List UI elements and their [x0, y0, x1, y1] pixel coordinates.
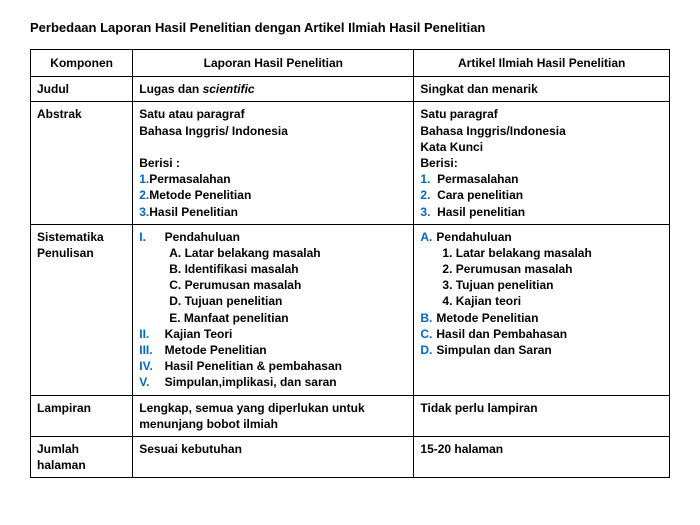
art-a1: 1. Latar belakang masalah	[420, 245, 663, 261]
cell-sistematika-artikel: A.Pendahuluan 1. Latar belakang masalah …	[414, 224, 670, 395]
cell-lampiran-laporan: Lengkap, semua yang diperlukan untuk men…	[133, 395, 414, 436]
alpha-a-text: Pendahuluan	[436, 230, 511, 244]
r4-text: Hasil Penelitian & pembahasan	[165, 359, 342, 373]
abstrak-art-l2: Bahasa Inggris/Indonesia	[420, 123, 663, 139]
abstrak-art-berisi: Berisi:	[420, 155, 663, 171]
marker-a3: 3.	[420, 205, 430, 219]
roman-5: V.	[139, 374, 161, 390]
abstrak-art-i1: Permasalahan	[437, 172, 518, 186]
header-komponen: Komponen	[31, 50, 133, 77]
r3-text: Metode Penelitian	[165, 343, 267, 357]
abstrak-art-l3: Kata Kunci	[420, 139, 663, 155]
abstrak-art-i3: Hasil penelitian	[437, 205, 525, 219]
row-abstrak: Abstrak Satu atau paragraf Bahasa Inggri…	[31, 102, 670, 224]
sub-d: D. Tujuan penelitian	[139, 293, 407, 309]
abstrak-lap-i2: Metode Penelitian	[149, 188, 251, 202]
sist-label-1: Sistematika	[37, 229, 126, 245]
alpha-d: D.	[420, 342, 436, 358]
abstrak-lap-i3: Hasil Penelitian	[149, 205, 238, 219]
cell-jumlah-laporan: Sesuai kebutuhan	[133, 436, 414, 477]
marker-3: 3.	[139, 205, 149, 219]
cell-judul-artikel: Singkat dan menarik	[414, 77, 670, 102]
cell-lampiran-label: Lampiran	[31, 395, 133, 436]
cell-sistematika-laporan: I. Pendahuluan A. Latar belakang masalah…	[133, 224, 414, 395]
abstrak-lap-l1: Satu atau paragraf	[139, 106, 407, 122]
row-sistematika: Sistematika Penulisan I. Pendahuluan A. …	[31, 224, 670, 395]
art-a2: 2. Perumusan masalah	[420, 261, 663, 277]
page-title: Perbedaan Laporan Hasil Penelitian denga…	[30, 20, 670, 35]
abstrak-lap-berisi: Berisi :	[139, 155, 407, 171]
header-artikel: Artikel Ilmiah Hasil Penelitian	[414, 50, 670, 77]
art-a4: 4. Kajian teori	[420, 293, 663, 309]
comparison-table: Komponen Laporan Hasil Penelitian Artike…	[30, 49, 670, 478]
row-lampiran: Lampiran Lengkap, semua yang diperlukan …	[31, 395, 670, 436]
sist-label-2: Penulisan	[37, 245, 126, 261]
marker-a1: 1.	[420, 172, 430, 186]
header-laporan: Laporan Hasil Penelitian	[133, 50, 414, 77]
marker-1: 1.	[139, 172, 149, 186]
roman-1: I.	[139, 229, 161, 245]
jumlah-l2: halaman	[37, 457, 126, 473]
row-jumlah: Jumlah halaman Sesuai kebutuhan 15-20 ha…	[31, 436, 670, 477]
jumlah-l1: Jumlah	[37, 441, 126, 457]
alpha-c-text: Hasil dan Pembahasan	[436, 327, 567, 341]
alpha-b-text: Metode Penelitian	[436, 311, 538, 325]
cell-abstrak-artikel: Satu paragraf Bahasa Inggris/Indonesia K…	[414, 102, 670, 224]
sub-e: E. Manfaat penelitian	[139, 310, 407, 326]
r1-text: Pendahuluan	[165, 230, 240, 244]
roman-4: IV.	[139, 358, 161, 374]
cell-jumlah-label: Jumlah halaman	[31, 436, 133, 477]
sub-c: C. Perumusan masalah	[139, 277, 407, 293]
abstrak-art-l1: Satu paragraf	[420, 106, 663, 122]
cell-abstrak-laporan: Satu atau paragraf Bahasa Inggris/ Indon…	[133, 102, 414, 224]
alpha-b: B.	[420, 310, 436, 326]
alpha-d-text: Simpulan dan Saran	[436, 343, 551, 357]
sub-b: B. Identifikasi masalah	[139, 261, 407, 277]
cell-lampiran-artikel: Tidak perlu lampiran	[414, 395, 670, 436]
text-lugas: Lugas dan	[139, 82, 202, 96]
roman-2: II.	[139, 326, 161, 342]
text-scientific: scientific	[203, 82, 255, 96]
alpha-c: C.	[420, 326, 436, 342]
cell-jumlah-artikel: 15-20 halaman	[414, 436, 670, 477]
alpha-a: A.	[420, 229, 436, 245]
sub-a: A. Latar belakang masalah	[139, 245, 407, 261]
abstrak-lap-i1: Permasalahan	[149, 172, 230, 186]
r2-text: Kajian Teori	[165, 327, 233, 341]
row-judul: Judul Lugas dan scientific Singkat dan m…	[31, 77, 670, 102]
header-row: Komponen Laporan Hasil Penelitian Artike…	[31, 50, 670, 77]
cell-judul-label: Judul	[31, 77, 133, 102]
abstrak-art-i2: Cara penelitian	[437, 188, 523, 202]
abstrak-lap-l2: Bahasa Inggris/ Indonesia	[139, 123, 407, 139]
marker-2: 2.	[139, 188, 149, 202]
cell-sistematika-label: Sistematika Penulisan	[31, 224, 133, 395]
cell-abstrak-label: Abstrak	[31, 102, 133, 224]
roman-3: III.	[139, 342, 161, 358]
art-a3: 3. Tujuan penelitian	[420, 277, 663, 293]
cell-judul-laporan: Lugas dan scientific	[133, 77, 414, 102]
r5-text: Simpulan,implikasi, dan saran	[165, 375, 337, 389]
marker-a2: 2.	[420, 188, 430, 202]
